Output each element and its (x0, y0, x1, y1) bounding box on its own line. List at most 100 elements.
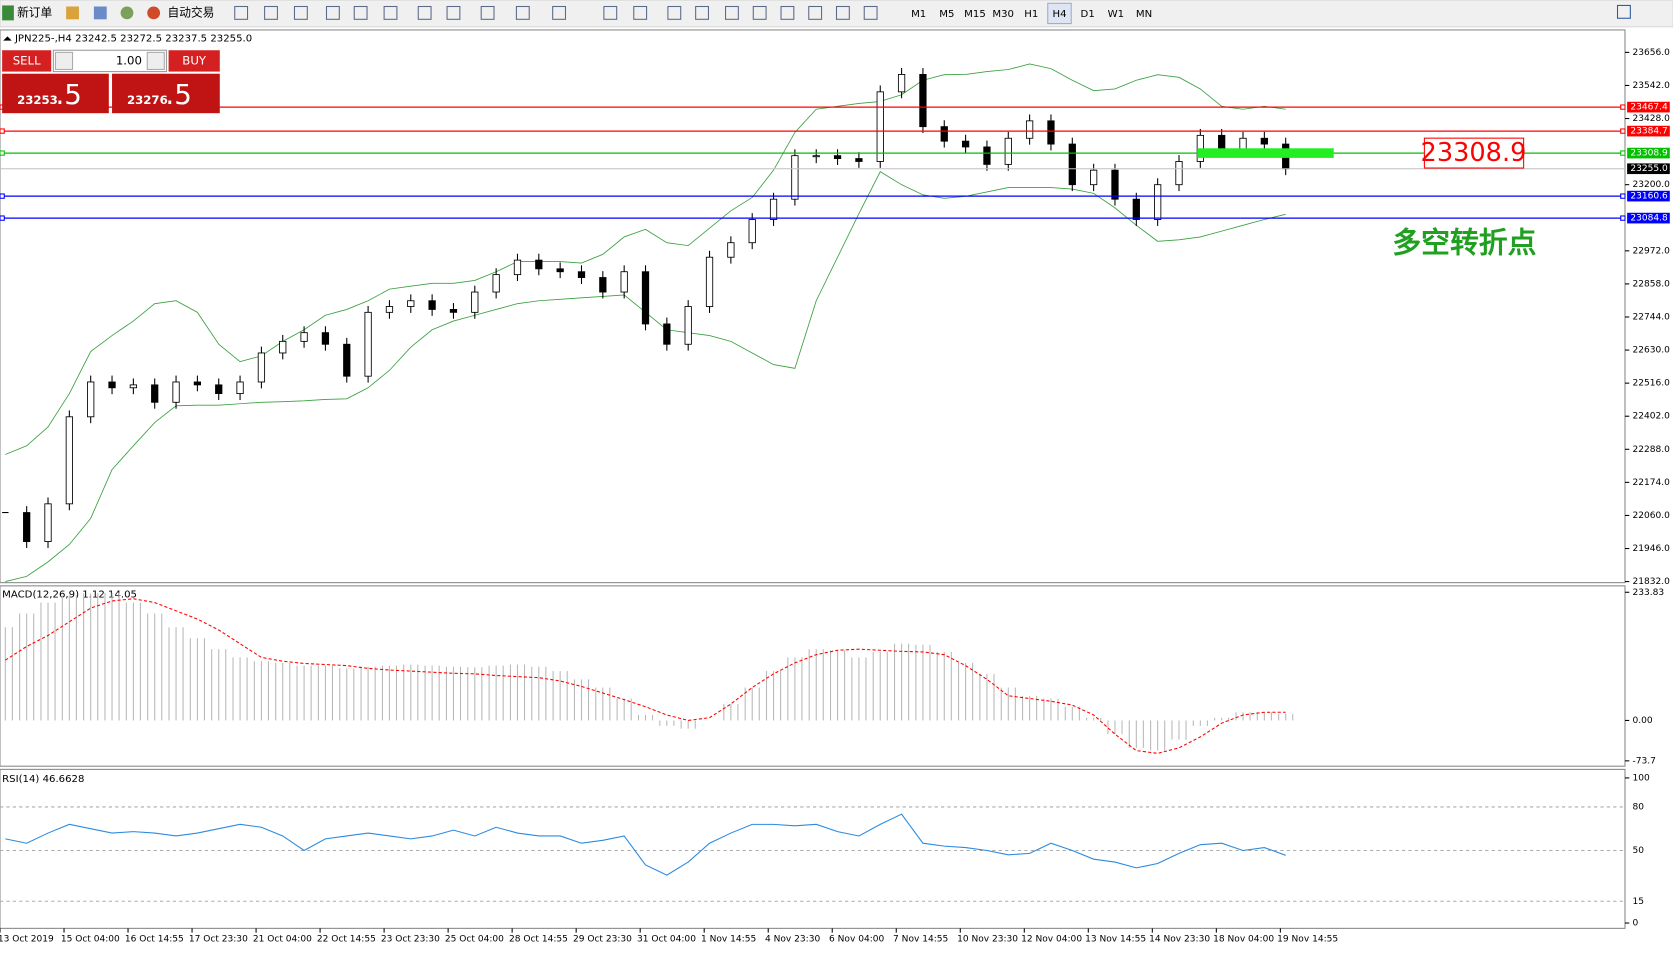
level-tag-bg (1627, 101, 1670, 113)
lots[interactable]: 1.00 (116, 53, 142, 67)
candle (833, 155, 842, 159)
level-tag (1620, 150, 1626, 156)
tool-icon[interactable] (863, 5, 878, 20)
annotation-bar (1197, 148, 1334, 158)
search[interactable] (1616, 4, 1631, 19)
candle (876, 91, 884, 162)
rsi-frame (0, 768, 1626, 929)
candle (65, 416, 73, 505)
candle (428, 300, 436, 310)
icon[interactable] (93, 6, 107, 20)
candle (1004, 137, 1012, 165)
lots-down[interactable] (54, 51, 74, 70)
tool-icon[interactable] (752, 5, 767, 20)
ask-box[interactable] (112, 73, 220, 114)
lots-up[interactable] (146, 51, 165, 70)
price-tick-label: 22744.0 (1632, 312, 1670, 322)
sell-button[interactable] (2, 50, 52, 72)
date-label: 31 Oct 04:00 (637, 935, 696, 945)
collapse[interactable] (3, 36, 12, 41)
timeframe[interactable]: M1 (911, 9, 926, 20)
auto-trading[interactable]: 自动交易 (168, 5, 215, 19)
trade-panel: SELL 1.00 BUY 23253 .5 23276 .5 (2, 49, 220, 114)
rsi-label: RSI(14) 46.6628 (2, 774, 84, 785)
candle (748, 219, 756, 244)
level-anchor (0, 215, 5, 221)
candle (321, 332, 330, 345)
timeframe[interactable]: H1 (1024, 9, 1038, 20)
new-order-icon[interactable] (2, 5, 14, 21)
candle (279, 340, 287, 354)
level-tag-bg (1627, 212, 1670, 224)
tool-icon[interactable] (725, 5, 739, 20)
tool-icon[interactable] (808, 5, 823, 20)
main-chart: JPN225-,H4 23242.5 23272.5 23237.5 23255… (0, 29, 1626, 584)
timeframe[interactable]: M15 (964, 9, 986, 20)
buy-label[interactable]: BUY (182, 53, 207, 67)
ask-pips[interactable]: .5 (165, 78, 191, 111)
timeframe[interactable]: M30 (992, 9, 1014, 20)
date-label: 21 Oct 04:00 (253, 935, 312, 945)
timeframe[interactable]: H4 (1052, 9, 1066, 20)
tool-icon[interactable] (515, 5, 530, 20)
tool-icon[interactable] (234, 5, 249, 20)
ask[interactable]: 23276 (127, 93, 168, 107)
timeframe[interactable]: M5 (939, 9, 954, 20)
candle (641, 271, 650, 325)
price-tick-label: 23428.0 (1632, 114, 1670, 124)
tool-icon[interactable] (325, 5, 340, 20)
tool-icon[interactable] (695, 5, 709, 20)
date-label: 15 Oct 04:00 (61, 935, 120, 945)
auto-trading-icon[interactable] (147, 6, 161, 20)
tool-icon[interactable] (383, 5, 398, 20)
level-anchor (0, 150, 5, 156)
tool-icon[interactable] (293, 5, 308, 20)
new-order[interactable]: 新订单 (17, 5, 52, 19)
bid-box[interactable] (2, 73, 109, 114)
tool-icon[interactable] (446, 5, 461, 20)
date-label: 6 Nov 04:00 (829, 935, 884, 945)
level-anchor (0, 193, 5, 199)
date-label: 17 Oct 23:30 (189, 935, 248, 945)
candle (1111, 169, 1119, 200)
buy-button[interactable] (168, 50, 220, 72)
candle (961, 140, 970, 148)
icon[interactable] (120, 6, 134, 20)
timeframe[interactable]: W1 (1108, 9, 1124, 20)
timeframe[interactable]: MN (1136, 9, 1152, 20)
tool-icon[interactable] (353, 5, 368, 20)
price-tick-label: 22516.0 (1632, 379, 1670, 389)
candle (577, 271, 586, 278)
tool-icon[interactable] (480, 5, 495, 20)
bid[interactable]: 23253 (17, 93, 58, 107)
tool-icon[interactable] (780, 5, 795, 20)
level-anchor (0, 128, 5, 134)
date-label: 10 Nov 23:30 (957, 935, 1018, 945)
rsi-tick-label: 50 (1632, 846, 1644, 856)
candle (599, 277, 607, 293)
tool-icon[interactable] (552, 5, 567, 20)
rsi-tick-label: 15 (1632, 897, 1644, 907)
lots-input[interactable] (52, 49, 167, 73)
turning-point-note: 多空转折点 (1392, 225, 1536, 259)
tool-icon[interactable] (667, 5, 682, 20)
toolbar: 新订单 自动交易 M1 M5 M15 M30 H1 H4 D1 W1 MN (0, 0, 1673, 28)
macd-tick-label: 0.00 (1632, 716, 1652, 726)
bid-pips[interactable]: .5 (55, 78, 81, 111)
current-price: 23255.0 (1630, 164, 1668, 174)
tool-icon[interactable] (603, 5, 618, 20)
candle (919, 74, 927, 128)
tool-icon[interactable] (417, 5, 432, 20)
tool-icon[interactable] (633, 5, 648, 20)
candle (1260, 137, 1268, 145)
candle (407, 300, 415, 307)
candle (812, 155, 820, 158)
tool-icon[interactable] (264, 5, 278, 20)
sell-label[interactable]: SELL (13, 53, 41, 67)
icon[interactable] (66, 6, 79, 20)
annotation-box (1423, 137, 1525, 169)
timeframe[interactable]: D1 (1081, 9, 1095, 20)
tool-icon[interactable] (835, 5, 850, 20)
candle (535, 259, 543, 270)
price-tick-label: 23542.0 (1632, 81, 1670, 91)
